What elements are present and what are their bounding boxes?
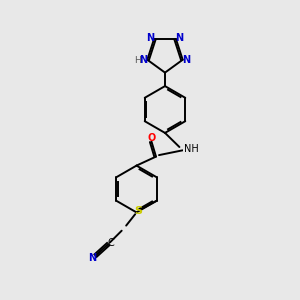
- Text: C: C: [108, 238, 115, 248]
- Text: H: H: [134, 56, 141, 65]
- Text: O: O: [147, 133, 155, 143]
- Text: N: N: [176, 33, 184, 43]
- Text: N: N: [146, 33, 154, 43]
- Text: N: N: [88, 253, 97, 263]
- Text: S: S: [134, 206, 142, 216]
- Text: NH: NH: [184, 143, 199, 154]
- Text: N: N: [139, 55, 148, 65]
- Text: N: N: [182, 55, 191, 65]
